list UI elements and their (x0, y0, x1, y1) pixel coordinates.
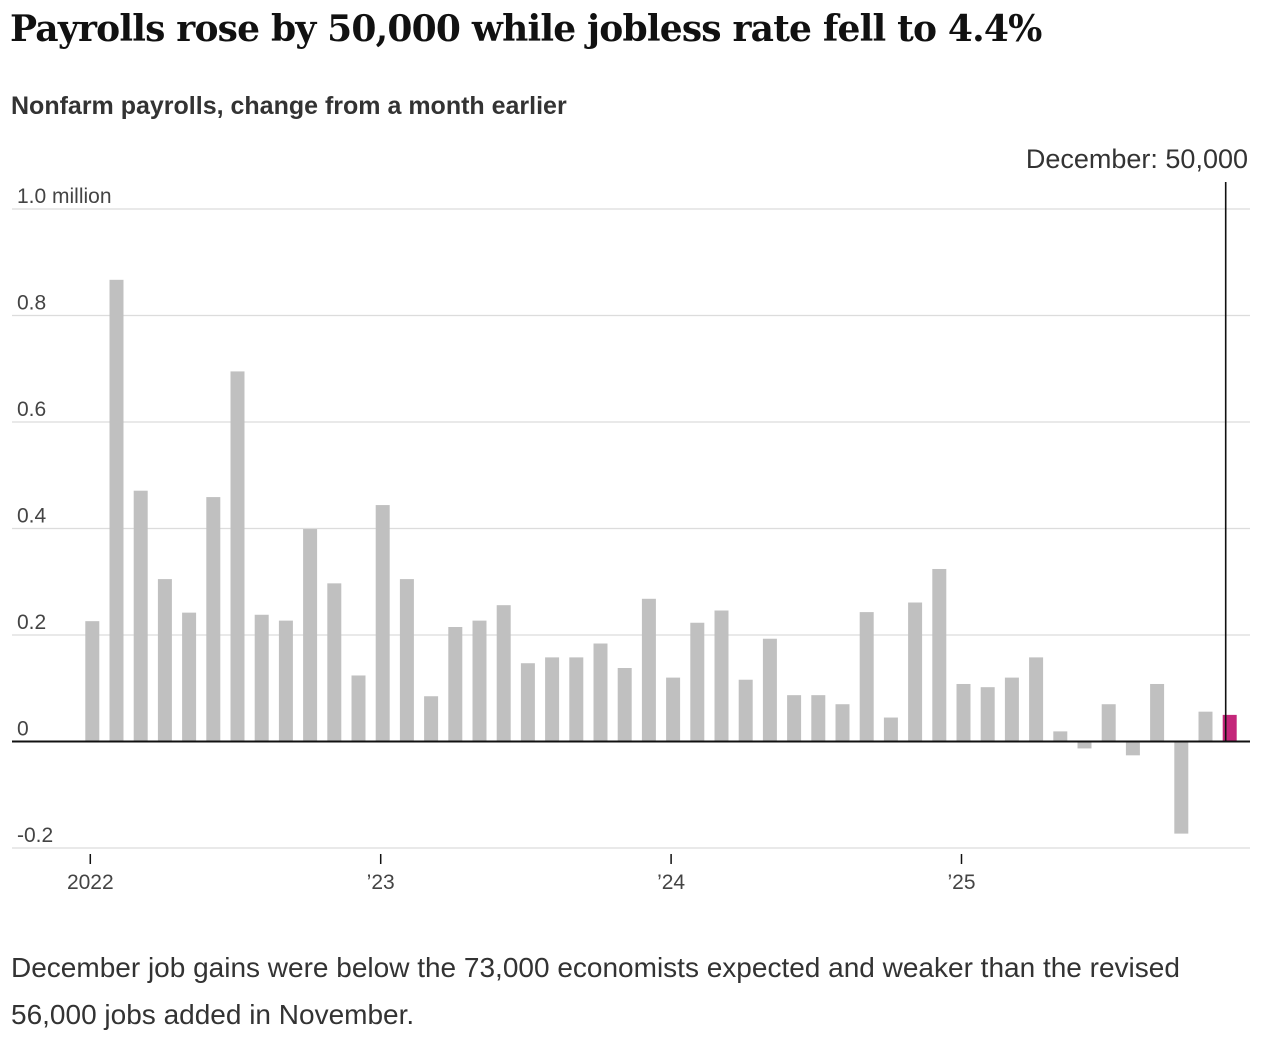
bar (375, 505, 390, 742)
bar (1174, 741, 1189, 834)
y-tick-label: -0.2 (17, 824, 53, 847)
chart-title: Payrolls rose by 50,000 while jobless ra… (10, 8, 1042, 50)
x-tick-label: ’24 (657, 871, 685, 894)
y-tick-label: 0.2 (17, 611, 46, 634)
bar (617, 668, 632, 742)
y-tick-label: 0 (17, 718, 29, 741)
bar (1004, 677, 1019, 742)
bar (569, 657, 584, 742)
highlight-bar (1222, 714, 1237, 742)
bar (932, 568, 947, 742)
bar (351, 675, 366, 742)
y-tick-label: 0.4 (17, 505, 47, 528)
bar (85, 621, 100, 742)
bar (448, 627, 463, 742)
y-tick-label: 0.8 (17, 292, 46, 315)
bar (1198, 711, 1213, 742)
bar (157, 579, 172, 742)
bar (1029, 657, 1044, 742)
bar (908, 602, 923, 742)
bar (762, 638, 777, 742)
bar (666, 677, 681, 742)
tick-labels: 1.0 million 0.8 0.6 0.4 0.2 0 -0.2 2022 ’23 ’24 ’2… (17, 185, 976, 894)
bar-chart: 1.0 million 0.8 0.6 0.4 0.2 0 -0.2 2022 ’23 ’24 ’2… (12, 144, 1250, 894)
bar (859, 612, 874, 742)
annotation: December: 50,000 (1026, 144, 1248, 741)
bar (520, 663, 535, 742)
bar (327, 583, 342, 742)
bar (303, 529, 318, 742)
bar (835, 704, 850, 742)
bar (472, 620, 487, 742)
bar (424, 696, 439, 742)
bar (182, 612, 197, 742)
bar (956, 683, 971, 742)
bar (714, 610, 729, 742)
bar (738, 679, 753, 742)
bar (399, 579, 414, 742)
bar (278, 620, 293, 742)
chart-subtitle: Nonfarm payrolls, change from a month ea… (11, 92, 567, 120)
gridlines (12, 208, 1250, 849)
bar (1150, 683, 1165, 742)
bar (109, 279, 124, 742)
bar (545, 657, 560, 742)
bar (811, 695, 826, 742)
x-tick-label: 2022 (67, 871, 114, 894)
bar (883, 717, 898, 742)
bars (85, 279, 1237, 834)
bar (641, 598, 656, 742)
y-tick-label: 1.0 million (17, 185, 112, 208)
bar (1077, 741, 1092, 749)
chart-note: December job gains were below the 73,000… (11, 952, 1180, 1030)
axes (12, 740, 1250, 864)
bar (690, 622, 705, 742)
bar (254, 614, 269, 742)
bar (593, 643, 608, 742)
bar (787, 695, 802, 742)
bar (1101, 704, 1116, 742)
bar (230, 371, 245, 742)
x-tick-label: ’23 (367, 871, 395, 894)
y-tick-label: 0.6 (17, 398, 46, 421)
bar (1125, 741, 1140, 756)
bar (980, 687, 995, 742)
x-tick-label: ’25 (947, 871, 975, 894)
bar (133, 490, 148, 742)
bar (496, 605, 511, 742)
bar (1053, 731, 1068, 742)
bar (206, 497, 221, 742)
annotation-label: December: 50,000 (1026, 144, 1248, 174)
